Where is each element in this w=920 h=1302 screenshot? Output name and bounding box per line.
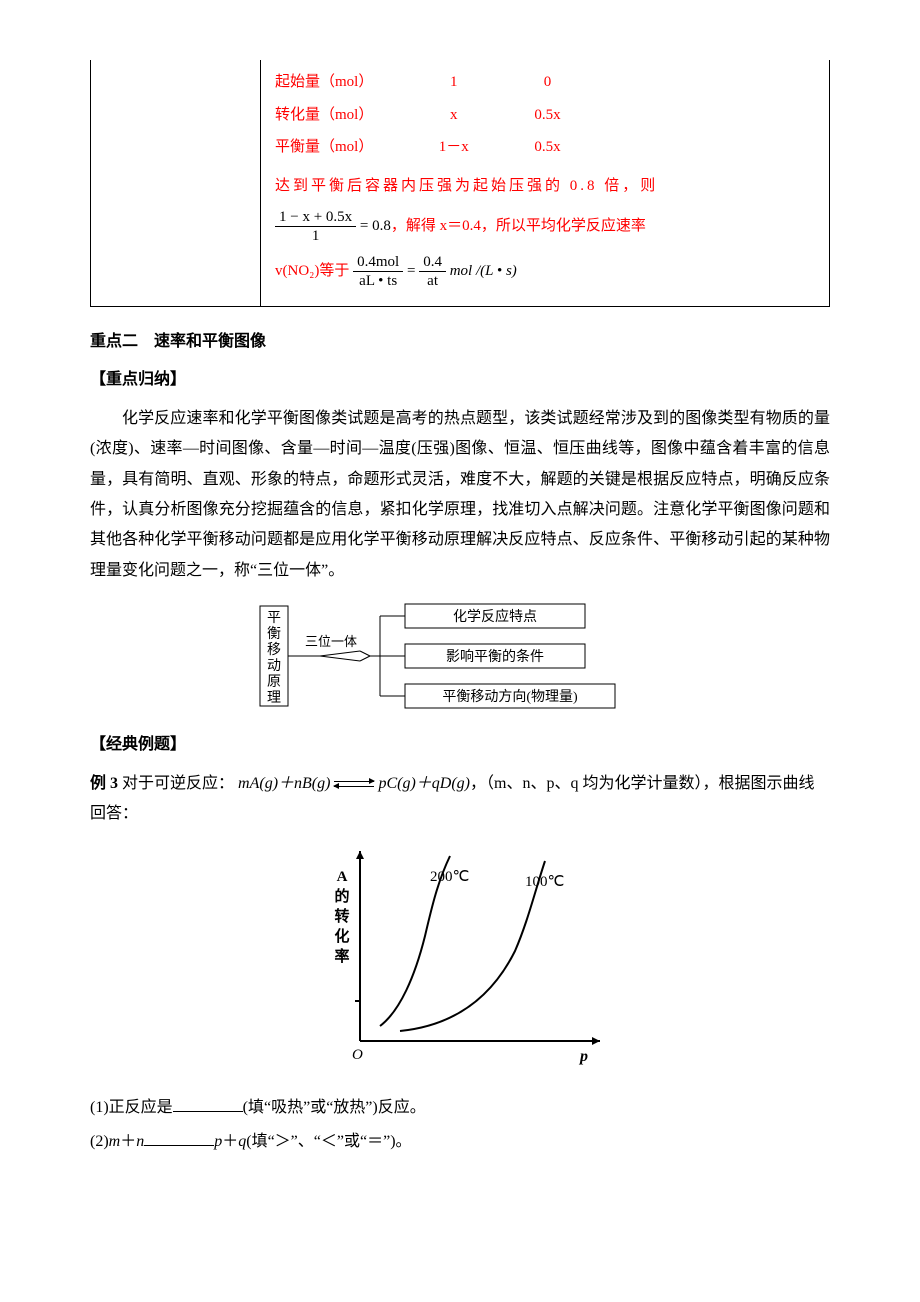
row-change: 转化量（mol） x 0.5x [275, 101, 815, 130]
origin-label: O [352, 1047, 363, 1063]
explain-mid: ，解得 x＝0.4，所以平均化学反应速率 [391, 218, 646, 234]
q1-b: (填“吸热”或“放热”)反应。 [243, 1099, 426, 1116]
solution-box-right: 起始量（mol） 1 0 转化量（mol） x 0.5x 平衡量（mol） 1－… [261, 60, 830, 307]
row-label: 平衡量（mol） [275, 133, 405, 162]
row-col1: 1 [409, 68, 499, 97]
left-char: 原 [267, 675, 281, 690]
frac-num: 1 − x + 0.5x [275, 208, 356, 227]
question-1: (1)正反应是 (填“吸热”或“放热”)反应。 [90, 1093, 830, 1123]
x-label: p [578, 1048, 588, 1065]
conversion-chart: A 的 转 化 率 O p 200℃ 100℃ [300, 841, 620, 1082]
row-col2: 0 [503, 68, 593, 97]
bracket-arm [360, 656, 370, 661]
bracket-arm [320, 651, 360, 656]
triad-diagram: 平 衡 移 动 原 理 三位一体 化学反应特点 影响平衡的条件 平衡移动方向(物… [250, 596, 670, 716]
solution-box-left [91, 60, 261, 307]
frac-num: 0.4mol [353, 253, 403, 272]
fraction-1: 1 − x + 0.5x 1 [275, 208, 356, 245]
y-char: 率 [334, 947, 349, 965]
y-char: A [337, 869, 348, 885]
row-col2: 0.5x [503, 133, 593, 162]
row-label: 起始量（mol） [275, 68, 405, 97]
subhead-example: 【经典例题】 [90, 730, 830, 760]
right-label-2: 影响平衡的条件 [446, 648, 544, 665]
y-axis-arrow-icon [356, 851, 364, 859]
rate-label: v(NO₂)等于 [275, 263, 353, 279]
section-2-title: 重点二 速率和平衡图像 [90, 327, 830, 357]
left-char: 平 [267, 611, 281, 626]
q2-a: (2)m＋n [90, 1133, 144, 1150]
example-text-a: 对于可逆反应： [122, 775, 234, 792]
bracket-arm [320, 656, 360, 661]
q1-a: (1)正反应是 [90, 1099, 173, 1116]
y-char: 的 [334, 887, 349, 905]
y-char: 化 [334, 927, 349, 945]
left-char: 动 [267, 658, 281, 674]
formula-1: 1 − x + 0.5x 1 = 0.8，解得 x＝0.4，所以平均化学反应速率 [275, 208, 815, 245]
subhead-guina: 【重点归纳】 [90, 365, 830, 395]
eq-value: = 0.8 [356, 218, 391, 234]
summary-paragraph: 化学反应速率和化学平衡图像类试题是高考的热点题型，该类试题经常涉及到的图像类型有… [90, 404, 830, 586]
frac-num: 0.4 [419, 253, 446, 272]
row-label: 转化量（mol） [275, 101, 405, 130]
left-char: 理 [267, 691, 281, 706]
row-col1: x [409, 101, 499, 130]
left-char: 衡 [267, 626, 281, 642]
row-col2: 0.5x [503, 101, 593, 130]
frac-den: 1 [275, 227, 356, 245]
frac-den: at [419, 272, 446, 290]
curve-label-100c: 100℃ [525, 874, 564, 890]
bracket [370, 616, 395, 696]
x-axis-arrow-icon [592, 1037, 600, 1045]
fraction-2: 0.4mol aL • ts [353, 253, 403, 290]
example-label: 例 3 [90, 775, 122, 792]
right-label-1: 化学反应特点 [453, 608, 537, 625]
row-initial: 起始量（mol） 1 0 [275, 68, 815, 97]
y-char: 转 [334, 907, 349, 925]
rate-unit: mol /(L • s) [446, 263, 517, 279]
question-2: (2)m＋n p＋q(填“＞”、“＜”或“＝”)。 [90, 1127, 830, 1157]
triad-svg: 平 衡 移 动 原 理 三位一体 化学反应特点 影响平衡的条件 平衡移动方向(物… [250, 596, 670, 716]
eq-rhs: pC(g)＋qD(g) [378, 775, 470, 792]
q2-b: p＋q(填“＞”、“＜”或“＝”)。 [214, 1133, 411, 1150]
equilibrium-arrows-icon [334, 779, 374, 789]
left-char: 移 [267, 642, 281, 658]
explain-line-1: 达到平衡后容器内压强为起始压强的 0.8 倍，则 [275, 172, 815, 201]
bracket-arm [360, 651, 370, 656]
curve-label-200c: 200℃ [430, 869, 469, 885]
blank-2[interactable] [144, 1130, 214, 1146]
formula-2: v(NO₂)等于 0.4mol aL • ts = 0.4 at mol /(L… [275, 253, 815, 290]
eq-lhs: mA(g)＋nB(g) [238, 775, 330, 792]
mid-label: 三位一体 [305, 634, 357, 649]
fraction-3: 0.4 at [419, 253, 446, 290]
frac-den: aL • ts [353, 272, 403, 290]
solution-box: 起始量（mol） 1 0 转化量（mol） x 0.5x 平衡量（mol） 1－… [90, 60, 830, 307]
eq-sign: = [403, 263, 419, 279]
chart-svg: A 的 转 化 率 O p 200℃ 100℃ [300, 841, 620, 1071]
blank-1[interactable] [173, 1096, 243, 1112]
row-equilibrium: 平衡量（mol） 1－x 0.5x [275, 133, 815, 162]
right-label-3: 平衡移动方向(物理量) [442, 689, 578, 705]
example-3: 例 3 对于可逆反应： mA(g)＋nB(g) pC(g)＋qD(g)，（m、n… [90, 769, 830, 830]
row-col1: 1－x [409, 133, 499, 162]
